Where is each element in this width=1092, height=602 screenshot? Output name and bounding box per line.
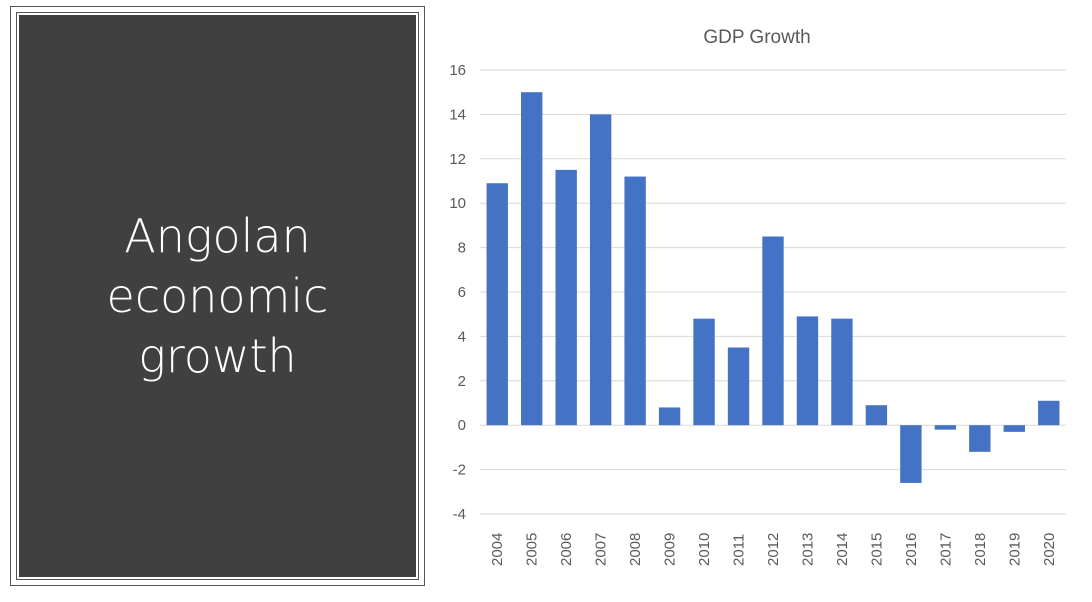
x-tick-label: 2012 — [765, 533, 782, 566]
chart-title: GDP Growth — [703, 27, 810, 48]
y-tick-label: 6 — [458, 284, 466, 301]
bar-2010 — [693, 318, 715, 426]
bar-2018 — [969, 425, 991, 452]
y-tick-label: 4 — [458, 328, 466, 345]
bar-2006 — [555, 169, 577, 426]
gdp-growth-chart: GDP Growth -4 -2 0 2 4 6 8 10 12 14 16 2004 2005 200… — [449, 27, 1066, 566]
bar-2014 — [831, 318, 853, 426]
x-tick-label: 2020 — [1041, 533, 1058, 566]
title-panel: Angolan economic growth — [10, 6, 425, 586]
bar-2015 — [865, 405, 888, 426]
y-tick-label: 12 — [449, 151, 466, 168]
x-tick-label: 2017 — [937, 533, 954, 566]
bar-2005 — [521, 92, 543, 426]
x-tick-label: 2009 — [662, 533, 679, 566]
x-tick-label: 2019 — [1006, 533, 1023, 566]
x-tick-label: 2016 — [903, 533, 920, 566]
x-tick-label: 2015 — [868, 533, 885, 566]
y-tick-label: -2 — [453, 462, 466, 479]
y-tick-label: 0 — [458, 417, 466, 434]
bar-2011 — [727, 347, 750, 426]
y-tick-label: 14 — [449, 106, 466, 123]
bar-2004 — [486, 183, 508, 426]
bar-2008 — [624, 176, 646, 426]
x-tick-label: 2006 — [558, 533, 575, 566]
bar-2019 — [1003, 425, 1025, 432]
y-tick-label: -4 — [453, 506, 466, 523]
bar-2017 — [934, 425, 957, 430]
bar-2009 — [658, 407, 681, 426]
x-tick-label: 2005 — [524, 533, 541, 566]
title-panel-inner: Angolan economic growth — [16, 12, 419, 580]
bar-2016 — [900, 425, 922, 483]
y-tick-label: 8 — [458, 240, 466, 257]
y-tick-label: 2 — [458, 373, 466, 390]
x-tick-label: 2011 — [731, 534, 748, 566]
slide-title: Angolan economic growth — [106, 209, 329, 383]
bar-2012 — [762, 236, 784, 426]
x-tick-label: 2007 — [593, 533, 610, 566]
bar-2007 — [589, 114, 612, 426]
y-tick-label: 16 — [449, 62, 466, 79]
x-tick-label: 2010 — [696, 533, 713, 566]
x-tick-label: 2014 — [834, 533, 851, 566]
x-tick-label: 2013 — [799, 533, 816, 566]
bar-2013 — [796, 316, 819, 426]
y-tick-label: 10 — [449, 195, 466, 212]
x-tick-label: 2004 — [489, 533, 506, 566]
x-tick-label: 2018 — [972, 533, 989, 566]
x-tick-label: 2008 — [627, 533, 644, 566]
bar-2020 — [1038, 400, 1060, 426]
